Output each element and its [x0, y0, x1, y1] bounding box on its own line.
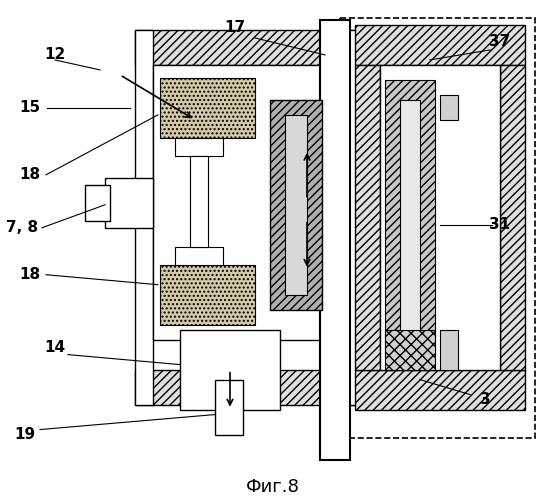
Text: Фиг.8: Фиг.8 [246, 479, 300, 497]
Text: 3: 3 [480, 392, 490, 407]
Bar [175, 247, 223, 264]
Text: 17: 17 [224, 20, 246, 35]
Bar [135, 30, 153, 405]
Bar [153, 65, 329, 340]
Bar [440, 95, 458, 120]
Text: 19: 19 [14, 427, 36, 442]
Bar [355, 370, 525, 410]
Bar [135, 370, 365, 405]
Bar [105, 178, 153, 228]
Bar [500, 65, 525, 370]
Text: 31: 31 [490, 217, 510, 232]
Bar [347, 30, 365, 405]
Bar [215, 380, 243, 435]
Bar [385, 330, 435, 370]
Bar [180, 330, 280, 410]
Bar [135, 30, 365, 65]
Text: 37: 37 [490, 34, 511, 49]
Bar [160, 78, 255, 138]
Text: 12: 12 [44, 47, 66, 62]
Text: 18: 18 [20, 267, 40, 282]
Bar [355, 65, 380, 370]
Text: 14: 14 [44, 340, 66, 355]
Bar [380, 65, 500, 370]
Bar [440, 330, 458, 370]
Bar [270, 100, 322, 310]
Bar [355, 25, 525, 65]
Bar [85, 185, 110, 221]
Bar [385, 80, 435, 355]
Bar [320, 20, 350, 460]
Bar [340, 18, 535, 438]
Text: 18: 18 [20, 167, 40, 182]
Bar [175, 138, 223, 156]
Bar [400, 100, 420, 335]
Text: 15: 15 [20, 100, 40, 115]
Bar [285, 115, 307, 295]
Bar [160, 264, 255, 325]
Text: 7, 8: 7, 8 [6, 220, 38, 235]
Bar [190, 156, 208, 247]
